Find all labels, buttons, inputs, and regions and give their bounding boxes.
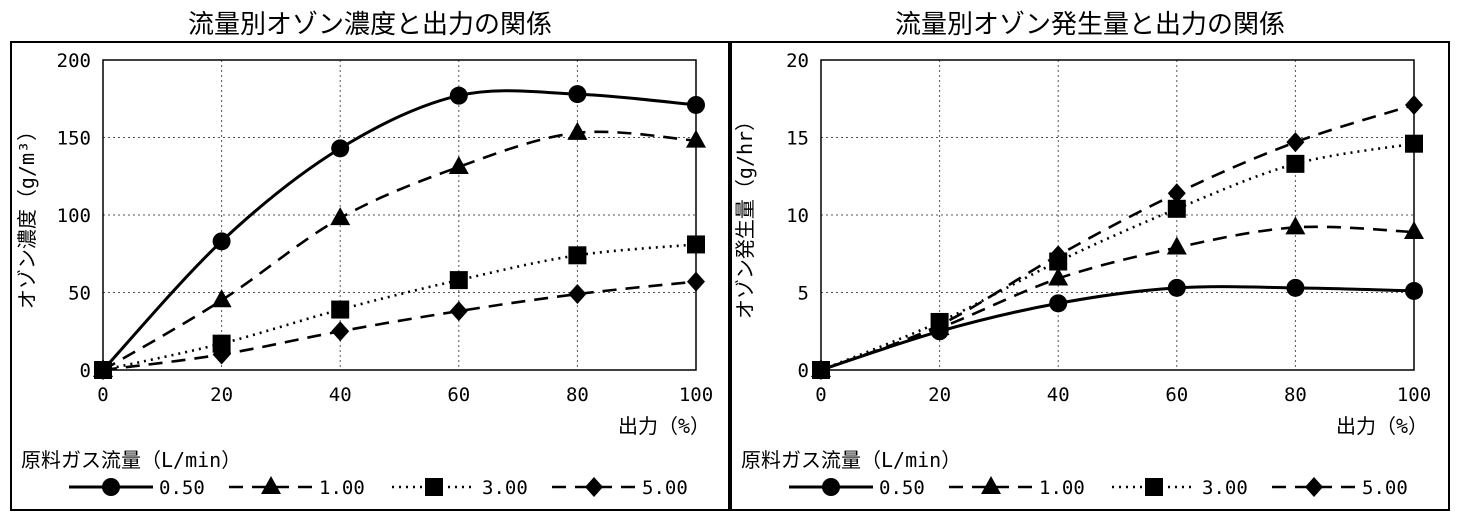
left-x-tick-label: 20 bbox=[210, 384, 233, 406]
left-legend-label-3.00: 3.00 bbox=[482, 477, 528, 499]
right-circle-marker-0.50 bbox=[1167, 278, 1186, 297]
left-legend-label-1.00: 1.00 bbox=[319, 477, 365, 499]
right-x-axis-label: 出力（%） bbox=[1336, 414, 1428, 438]
left-square-marker-3.00 bbox=[568, 246, 587, 265]
right-triangle-marker-1.00 bbox=[1166, 236, 1187, 255]
left-triangle-marker-1.00 bbox=[448, 155, 469, 174]
left-triangle-marker-1.00 bbox=[211, 289, 232, 308]
left-circle-marker-0.50 bbox=[568, 85, 587, 104]
left-y-axis-label: オゾン濃度（g/m³） bbox=[15, 121, 39, 309]
right-series-line-5.00 bbox=[820, 103, 1415, 372]
right-triangle-marker-1.00 bbox=[1285, 216, 1306, 235]
left-chart-frame bbox=[10, 41, 730, 511]
left-square-marker-3.00 bbox=[212, 334, 231, 353]
left-legend-marker-1.00 bbox=[261, 476, 281, 494]
right-x-tick-label: 20 bbox=[928, 384, 951, 406]
right-x-tick-label: 40 bbox=[1047, 384, 1070, 406]
right-x-tick-label: 100 bbox=[1397, 384, 1431, 406]
left-y-tick-label: 0 bbox=[80, 360, 91, 382]
left-legend-marker-5.00 bbox=[585, 477, 603, 497]
left-legend-title: 原料ガス流量（L/min） bbox=[21, 448, 241, 472]
left-circle-marker-0.50 bbox=[449, 86, 468, 105]
left-series-line-3.00 bbox=[102, 243, 697, 372]
left-chart-title: 流量別オゾン濃度と出力の関係 bbox=[187, 10, 552, 40]
right-square-marker-3.00 bbox=[1167, 199, 1186, 218]
right-legend-label-1.00: 1.00 bbox=[1039, 477, 1085, 499]
right-y-tick-label: 10 bbox=[786, 205, 809, 227]
right-square-marker-3.00 bbox=[1405, 134, 1423, 153]
right-legend-marker-5.00 bbox=[1305, 477, 1323, 497]
left-y-tick-label: 50 bbox=[68, 283, 91, 305]
right-chart-frame bbox=[730, 41, 1450, 511]
right-triangle-marker-1.00 bbox=[1048, 267, 1069, 286]
left-x-tick-label: 0 bbox=[97, 384, 108, 406]
left-circle-marker-0.50 bbox=[687, 95, 705, 114]
right-diamond-marker-5.00 bbox=[1167, 183, 1186, 204]
right-legend-title: 原料ガス流量（L/min） bbox=[741, 448, 961, 472]
left-legend-label-5.00: 5.00 bbox=[642, 477, 688, 499]
right-x-tick-label: 0 bbox=[815, 384, 826, 406]
right-legend-marker-1.00 bbox=[981, 476, 1001, 494]
left-diamond-marker-5.00 bbox=[212, 344, 231, 365]
left-circle-marker-0.50 bbox=[212, 232, 231, 251]
right-y-tick-label: 0 bbox=[798, 360, 809, 382]
left-y-tick-label: 150 bbox=[57, 128, 91, 150]
left-y-tick-label: 100 bbox=[57, 205, 91, 227]
right-legend-label-5.00: 5.00 bbox=[1362, 477, 1408, 499]
right-diamond-marker-5.00 bbox=[812, 360, 830, 380]
right-legend-marker-3.00 bbox=[1145, 478, 1163, 496]
left-diamond-marker-5.00 bbox=[94, 360, 112, 380]
left-triangle-marker-1.00 bbox=[567, 121, 588, 140]
right-diamond-marker-5.00 bbox=[930, 315, 949, 336]
right-diamond-marker-5.00 bbox=[1286, 132, 1305, 153]
left-x-axis-label: 出力（%） bbox=[618, 414, 710, 438]
right-circle-marker-0.50 bbox=[1049, 294, 1068, 313]
left-legend-marker-0.50 bbox=[102, 478, 120, 496]
right-series-line-0.50 bbox=[820, 285, 1415, 372]
left-square-marker-3.00 bbox=[449, 271, 468, 290]
left-plot-area bbox=[102, 59, 697, 371]
left-x-tick-label: 40 bbox=[329, 384, 352, 406]
left-legend-marker-3.00 bbox=[425, 478, 443, 496]
left-x-tick-label: 100 bbox=[679, 384, 713, 406]
left-legend-label-0.50: 0.50 bbox=[159, 477, 205, 499]
left-circle-marker-0.50 bbox=[331, 139, 350, 158]
left-diamond-marker-5.00 bbox=[449, 301, 468, 322]
right-circle-marker-0.50 bbox=[1286, 278, 1305, 297]
left-square-marker-3.00 bbox=[687, 235, 705, 254]
right-y-tick-label: 15 bbox=[786, 128, 809, 150]
left-square-marker-3.00 bbox=[331, 300, 350, 319]
right-chart-title: 流量別オゾン発生量と出力の関係 bbox=[894, 10, 1285, 40]
right-triangle-marker-1.00 bbox=[1404, 221, 1424, 240]
left-x-tick-label: 80 bbox=[566, 384, 589, 406]
right-y-axis-label: オゾン発生量（g/hr） bbox=[733, 111, 757, 319]
right-diamond-marker-5.00 bbox=[1405, 94, 1423, 115]
right-legend-label-0.50: 0.50 bbox=[879, 477, 925, 499]
right-y-tick-label: 5 bbox=[798, 283, 809, 305]
right-series-line-3.00 bbox=[820, 142, 1415, 372]
right-diamond-marker-5.00 bbox=[1049, 245, 1068, 266]
right-y-tick-label: 20 bbox=[786, 50, 809, 72]
left-diamond-marker-5.00 bbox=[568, 284, 587, 305]
right-circle-marker-0.50 bbox=[1405, 281, 1423, 300]
left-diamond-marker-5.00 bbox=[331, 321, 350, 342]
right-series-line-1.00 bbox=[820, 225, 1415, 372]
right-square-marker-3.00 bbox=[1286, 154, 1305, 173]
left-series-line-5.00 bbox=[102, 280, 697, 372]
left-x-tick-label: 60 bbox=[447, 384, 470, 406]
right-plot-area bbox=[820, 59, 1415, 371]
left-triangle-marker-1.00 bbox=[686, 129, 706, 148]
right-legend-label-3.00: 3.00 bbox=[1202, 477, 1248, 499]
left-triangle-marker-1.00 bbox=[330, 207, 351, 226]
right-legend-marker-0.50 bbox=[822, 478, 840, 496]
right-x-tick-label: 60 bbox=[1165, 384, 1188, 406]
left-y-tick-label: 200 bbox=[57, 50, 91, 72]
right-x-tick-label: 80 bbox=[1284, 384, 1307, 406]
left-diamond-marker-5.00 bbox=[687, 271, 705, 292]
